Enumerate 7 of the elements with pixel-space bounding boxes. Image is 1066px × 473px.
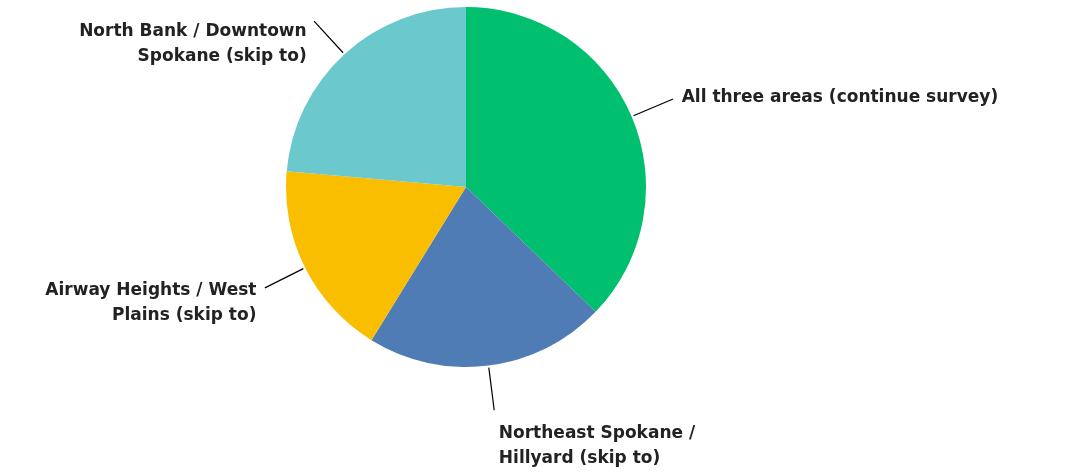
pie-slice [466,7,646,312]
slice-label: All three areas (continue survey) [681,85,999,106]
pie-slice [371,187,596,367]
slice-label: North Bank / Downtown Spokane (skip to) [79,20,307,66]
slice-label: Northeast Spokane / Hillyard (skip to) [498,422,696,468]
slice-label: Airway Heights / West Plains (skip to) [45,279,257,325]
pie-slice [286,171,466,341]
